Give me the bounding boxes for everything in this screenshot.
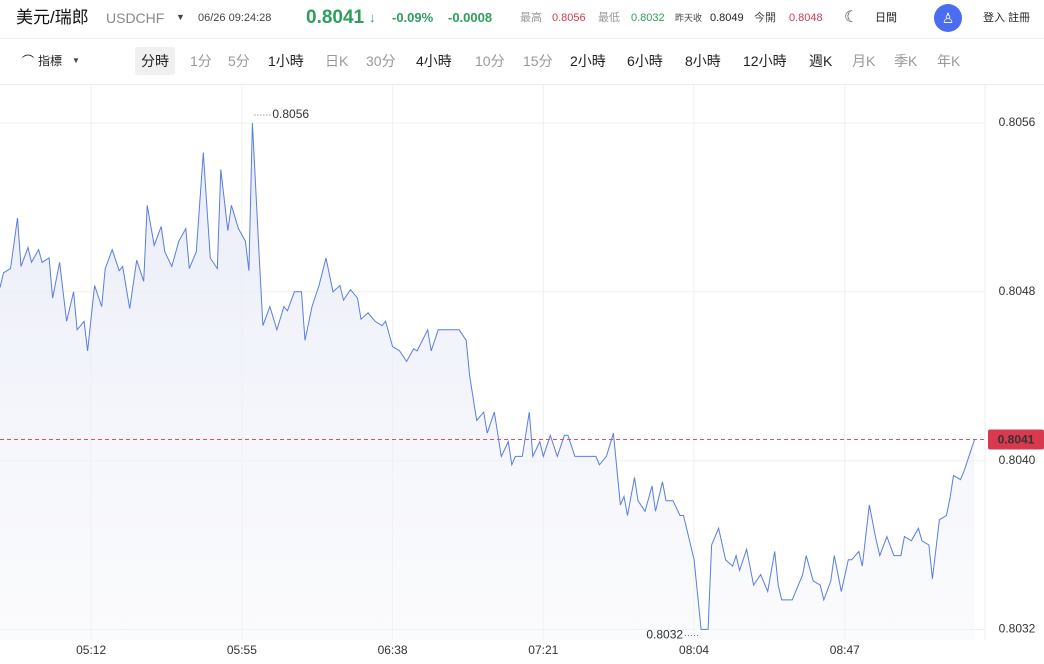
price: 0.8041 xyxy=(306,7,365,28)
period-button[interactable]: 30分 xyxy=(366,53,396,69)
low-label: 0.8032 xyxy=(646,628,683,642)
period-button[interactable]: 分時 xyxy=(135,47,175,75)
period-button[interactable]: 10分 xyxy=(475,53,505,69)
x-tick-label: 08:47 xyxy=(830,643,860,657)
period-button[interactable]: 1分 xyxy=(190,53,212,69)
timestamp: 06/26 09:24:28 xyxy=(198,12,272,24)
current-price-label: 0.8041 xyxy=(998,433,1035,447)
avatar[interactable]: ♙ xyxy=(934,4,962,32)
x-tick-label: 06:38 xyxy=(378,643,408,657)
y-tick-label: 0.8048 xyxy=(999,284,1036,298)
stat-value: 0.8032 xyxy=(631,12,665,24)
period-button[interactable]: 日K xyxy=(325,53,349,69)
period-button[interactable]: 2小時 xyxy=(570,53,606,69)
stat-label: 今開 xyxy=(754,12,776,24)
x-tick-label: 05:12 xyxy=(76,643,106,657)
down-arrow: ↓ xyxy=(369,10,376,25)
caret: ▼ xyxy=(176,12,185,22)
period-button[interactable]: 1小時 xyxy=(268,53,304,69)
stat-value: 0.8049 xyxy=(710,12,744,24)
indicator-icon: ⌒ xyxy=(22,54,35,68)
y-tick-label: 0.8056 xyxy=(999,115,1036,129)
period-button[interactable]: 週K xyxy=(809,53,833,69)
period-button[interactable]: 6小時 xyxy=(627,53,663,69)
period-button[interactable]: 季K xyxy=(894,53,918,69)
change: -0.09% xyxy=(392,10,434,25)
current-price-tag xyxy=(988,429,1044,450)
theme-toggle[interactable]: 日間 xyxy=(875,12,897,24)
high-label: 0.8056 xyxy=(272,107,309,121)
period-button[interactable]: 8小時 xyxy=(685,53,721,69)
y-tick-label: 0.8032 xyxy=(999,622,1036,636)
header: 美元/瑞郎 USDCHF ▼ 06/26 09:24:28 0.8041 ↓ -… xyxy=(0,0,1044,39)
period-button[interactable]: 月K xyxy=(852,53,876,69)
x-tick-label: 07:21 xyxy=(528,643,558,657)
stat-label: 昨天收 xyxy=(675,13,703,23)
price-line xyxy=(0,122,975,630)
stat-label: 最低 xyxy=(598,12,620,24)
stat-label: 最高 xyxy=(520,12,542,24)
period-button[interactable]: 年K xyxy=(937,53,961,69)
area-fill xyxy=(0,123,975,640)
symbol[interactable]: USDCHF xyxy=(106,10,165,26)
period-button[interactable]: 4小時 xyxy=(416,53,452,69)
login[interactable]: 登入 註冊 xyxy=(983,12,1031,24)
caret: ▼ xyxy=(72,56,80,65)
x-tick-label: 05:55 xyxy=(227,643,257,657)
period-button[interactable]: 12小時 xyxy=(743,53,787,69)
period-button[interactable]: 15分 xyxy=(523,53,553,69)
stat-value: 0.8056 xyxy=(552,12,586,24)
title: 美元/瑞郎 xyxy=(16,8,89,27)
x-tick-label: 08:04 xyxy=(679,643,709,657)
toolbar: ⌒ 指標 ▼ 分時 1分 5分 1小時 日K 30分 4小時 10分 15分 2小時 6小時 8小時 1… xyxy=(0,39,1044,85)
moon-icon[interactable]: ☾ xyxy=(844,9,859,26)
change-abs: -0.0008 xyxy=(448,10,493,25)
indicator-button[interactable]: 指標 xyxy=(38,54,63,68)
y-tick-label: 0.8040 xyxy=(999,453,1036,467)
stat-value: 0.8048 xyxy=(789,12,823,24)
period-button[interactable]: 5分 xyxy=(228,53,250,69)
